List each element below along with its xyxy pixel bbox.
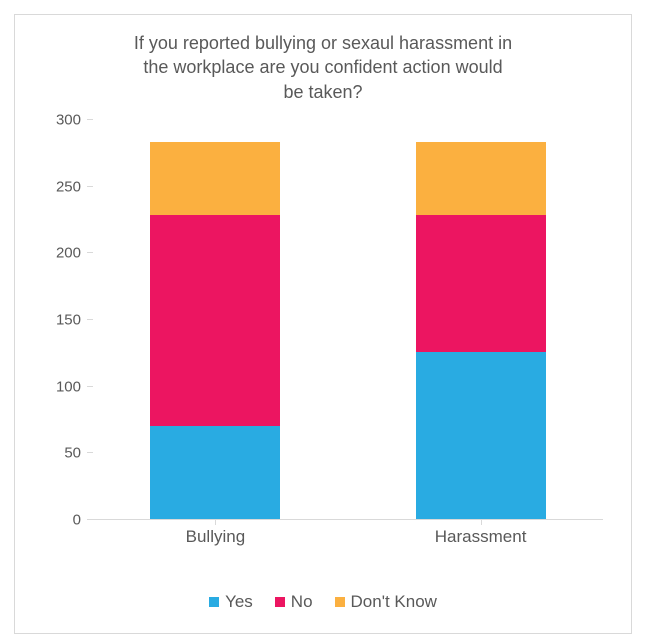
y-tick-label: 100 xyxy=(43,378,81,395)
legend-label: No xyxy=(291,592,313,612)
category-label: Bullying xyxy=(186,527,246,547)
segment-yes xyxy=(150,426,280,519)
legend-label: Yes xyxy=(225,592,253,612)
y-tick-label: 0 xyxy=(43,511,81,528)
legend-swatch xyxy=(209,597,219,607)
segment-don-t-know xyxy=(150,142,280,215)
y-tick-label: 50 xyxy=(43,445,81,462)
chart-card: If you reported bullying or sexaul haras… xyxy=(14,14,632,634)
bar-harassment: Harassment xyxy=(416,142,546,519)
legend-swatch xyxy=(275,597,285,607)
title-line-3: be taken? xyxy=(283,82,362,102)
y-tick-label: 300 xyxy=(43,111,81,128)
y-tick-label: 200 xyxy=(43,245,81,262)
bar-bullying: Bullying xyxy=(150,142,280,519)
y-tick-label: 250 xyxy=(43,178,81,195)
legend-item-don-t-know: Don't Know xyxy=(335,592,437,612)
chart-title: If you reported bullying or sexaul haras… xyxy=(15,15,631,104)
legend: Yes No Don't Know xyxy=(15,592,631,612)
segment-yes xyxy=(416,352,546,519)
plot-wrap: 050100150200250300 BullyingHarassment xyxy=(43,120,603,550)
segment-no xyxy=(150,215,280,426)
segment-no xyxy=(416,215,546,352)
legend-swatch xyxy=(335,597,345,607)
x-tick-mark xyxy=(215,519,216,525)
category-label: Harassment xyxy=(435,527,527,547)
y-tick-label: 150 xyxy=(43,311,81,328)
legend-item-no: No xyxy=(275,592,313,612)
title-line-1: If you reported bullying or sexaul haras… xyxy=(134,33,512,53)
title-line-2: the workplace are you confident action w… xyxy=(143,57,502,77)
y-axis: 050100150200250300 xyxy=(43,120,87,520)
segment-don-t-know xyxy=(416,142,546,215)
legend-item-yes: Yes xyxy=(209,592,253,612)
legend-label: Don't Know xyxy=(351,592,437,612)
x-tick-mark xyxy=(481,519,482,525)
plot-area: Bullying Harassment xyxy=(93,120,603,520)
